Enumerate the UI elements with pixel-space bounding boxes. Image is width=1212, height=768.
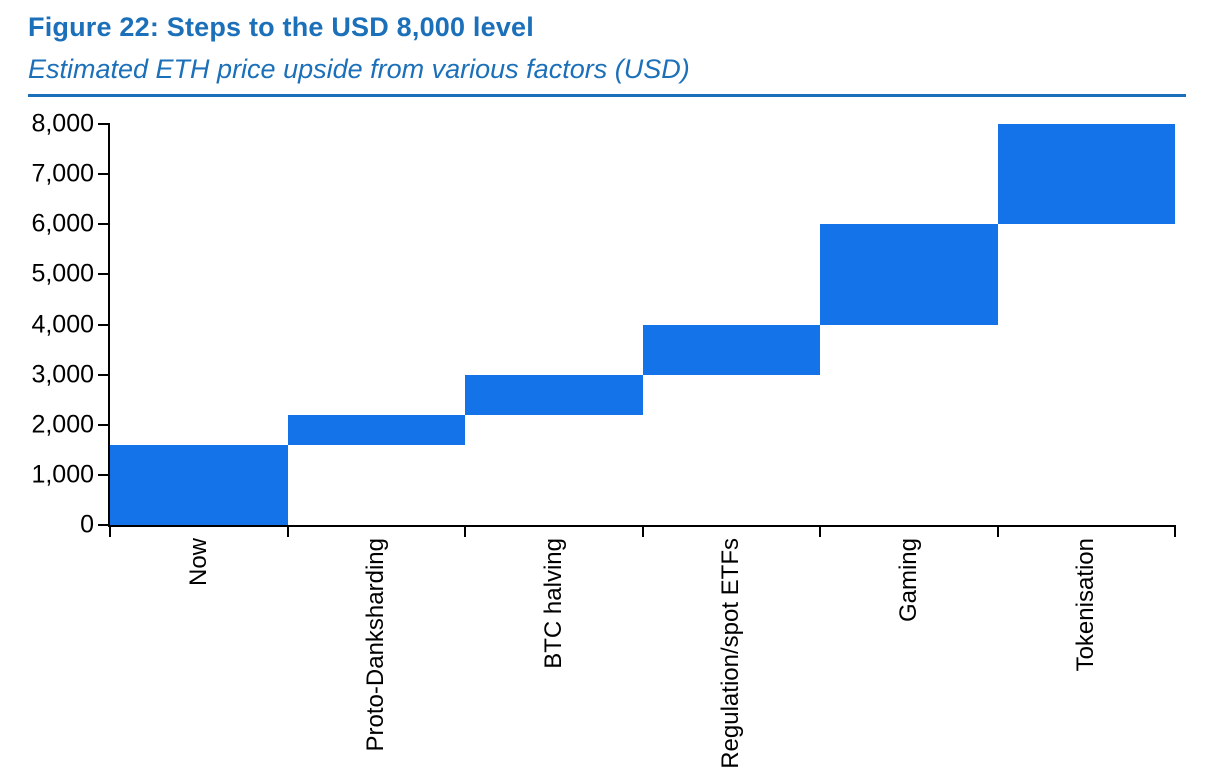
y-tick-label-8: 8,000 [31,109,94,138]
y-tick-label-3: 3,000 [31,360,94,389]
y-tick-mark-2 [98,423,110,426]
waterfall-bar-5 [997,124,1175,225]
y-tick-mark-4 [98,323,110,326]
x-category-label-0: Now [185,538,213,591]
figure-subtitle: Estimated ETH price upside from various … [28,54,690,84]
y-tick-label-5: 5,000 [31,259,94,288]
y-tick-mark-6 [98,223,110,226]
y-tick-mark-8 [98,123,110,125]
waterfall-bar-0 [110,444,288,525]
x-tick-mark-0 [109,525,111,537]
x-category-label-5: Tokenisation [1072,538,1100,676]
y-tick-mark-3 [98,373,110,376]
x-tick-mark-5 [996,525,999,537]
waterfall-bar-3 [642,324,820,375]
x-category-label-text: Tokenisation [1072,538,1100,672]
x-category-label-3: Regulation/spot ETFs [717,538,745,768]
x-category-label-4: Gaming [895,538,923,627]
figure-title: Figure 22: Steps to the USD 8,000 level [28,12,534,42]
y-tick-label-1: 1,000 [31,460,94,489]
x-tick-mark-4 [819,525,821,537]
y-tick-mark-0 [98,524,110,526]
x-category-label-text: Now [184,538,212,587]
x-axis-labels: Now Proto-Danksharding BTC halving Regulati… [110,538,1175,768]
title-divider-line [28,94,1186,97]
waterfall-bar-1 [287,414,465,445]
y-tick-label-2: 2,000 [31,410,94,439]
x-category-label-text: Regulation/spot ETFs [717,538,745,768]
y-tick-mark-7 [98,173,110,176]
waterfall-bar-4 [820,224,998,325]
x-category-label-text: BTC halving [539,538,567,669]
y-tick-mark-5 [98,273,110,276]
x-tick-mark-1 [286,525,289,537]
y-tick-label-7: 7,000 [31,159,94,188]
y-tick-label-0: 0 [80,510,94,539]
y-tick-label-6: 6,000 [31,209,94,238]
x-category-label-text: Proto-Danksharding [362,538,390,752]
y-tick-mark-1 [98,473,110,476]
waterfall-bar-2 [465,374,643,415]
y-tick-label-4: 4,000 [31,310,94,338]
y-axis-labels: 0 1,000 2,000 3,000 4,000 5,000 6,000 7,000 8,00… [0,110,94,539]
x-tick-mark-3 [641,525,644,537]
x-category-label-1: Proto-Danksharding [362,538,390,756]
x-category-label-2: BTC halving [540,538,568,674]
x-tick-mark-6 [1174,525,1176,537]
x-category-label-text: Gaming [894,538,922,623]
x-tick-mark-2 [464,525,466,537]
plot-area [98,123,1176,537]
